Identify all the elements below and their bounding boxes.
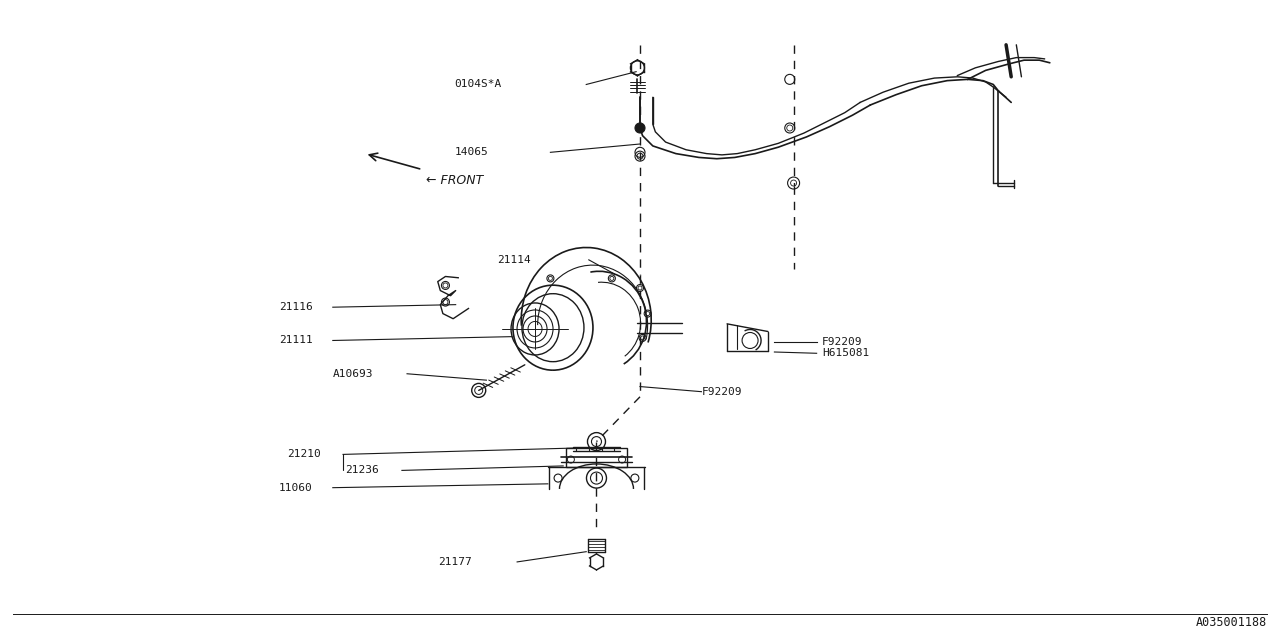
Text: A035001188: A035001188 (1196, 616, 1267, 628)
Circle shape (548, 276, 553, 280)
Text: ← FRONT: ← FRONT (426, 173, 484, 187)
Circle shape (635, 123, 645, 133)
Text: A10693: A10693 (333, 369, 374, 379)
Circle shape (637, 153, 643, 159)
Text: 11060: 11060 (279, 483, 312, 493)
Text: H615081: H615081 (822, 348, 869, 358)
Circle shape (787, 125, 792, 131)
Circle shape (640, 336, 645, 340)
Circle shape (443, 283, 448, 288)
Text: 21236: 21236 (346, 465, 379, 476)
Circle shape (609, 276, 614, 280)
Text: 21114: 21114 (497, 255, 530, 265)
Text: 21111: 21111 (279, 335, 312, 346)
Text: 21210: 21210 (287, 449, 320, 460)
Circle shape (443, 300, 448, 305)
Circle shape (645, 312, 650, 316)
Text: 21116: 21116 (279, 302, 312, 312)
Text: F92209: F92209 (822, 337, 863, 347)
Circle shape (475, 387, 483, 394)
Text: 14065: 14065 (454, 147, 488, 157)
Text: 21177: 21177 (438, 557, 471, 567)
Text: F92209: F92209 (701, 387, 742, 397)
Circle shape (637, 286, 643, 290)
Text: 0104S*A: 0104S*A (454, 79, 502, 90)
